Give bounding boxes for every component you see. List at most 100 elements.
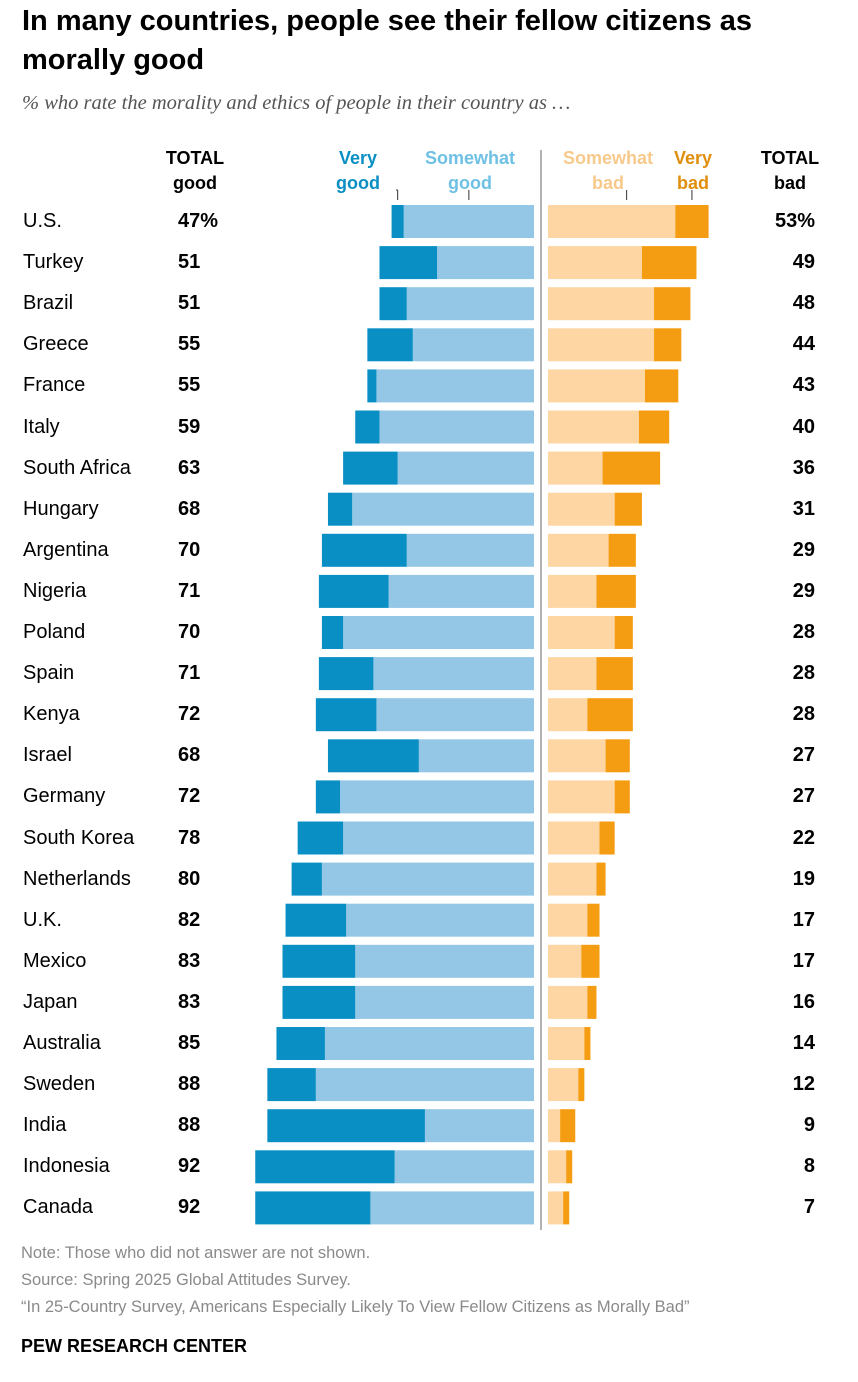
bar-very-bad — [614, 780, 630, 814]
bar-somewhat-good — [412, 328, 534, 362]
bar-very-bad — [614, 616, 633, 649]
country-label: Greece — [23, 333, 89, 356]
total-bad-value: 49 — [792, 251, 815, 274]
country-label: U.S. — [23, 210, 62, 232]
bar-somewhat-bad — [548, 574, 597, 608]
bar-very-good — [327, 739, 419, 773]
country-label: Germany — [23, 785, 106, 808]
bar-very-bad — [566, 1150, 573, 1184]
bar-very-good — [282, 944, 356, 978]
bar-very-bad — [578, 1068, 585, 1102]
bar-very-good — [282, 985, 356, 1019]
bar-very-bad — [587, 698, 633, 732]
bar-very-good — [391, 205, 404, 238]
bar-somewhat-good — [343, 821, 534, 855]
bar-very-good — [267, 1068, 316, 1102]
bar-somewhat-bad — [548, 328, 655, 362]
bar-very-bad — [563, 1191, 570, 1225]
bar-very-bad — [581, 944, 600, 978]
bar-somewhat-good — [418, 739, 534, 773]
total-good-value: 47% — [178, 210, 219, 232]
country-label: Spain — [23, 662, 75, 685]
total-good-value: 70 — [178, 621, 201, 643]
bar-somewhat-good — [355, 944, 534, 978]
total-bad-value: 16 — [792, 990, 815, 1013]
bar-somewhat-good — [437, 246, 534, 280]
bar-somewhat-good — [397, 451, 534, 485]
total-bad-value: 44 — [792, 333, 815, 356]
bar-somewhat-good — [370, 1191, 534, 1225]
total-bad-value: 36 — [792, 456, 815, 479]
total-good-value: 51 — [178, 251, 201, 274]
total-bad-value: 27 — [792, 744, 815, 767]
bar-very-good — [321, 616, 344, 649]
bar-somewhat-bad — [548, 780, 615, 814]
bar-very-good — [291, 862, 322, 896]
header-somewhat-good: Somewhat good — [424, 148, 516, 193]
diverging-bar-chart — [255, 150, 709, 1230]
chart-title: In many countries, people see their fell… — [22, 5, 753, 76]
brand-logo-text: PEW RESEARCH CENTER — [21, 1336, 248, 1356]
bar-very-bad — [587, 903, 600, 937]
bar-very-good — [321, 533, 407, 567]
total-good-value: 78 — [178, 826, 201, 849]
country-label: Brazil — [23, 292, 74, 315]
bar-very-bad — [605, 739, 630, 773]
total-bad-value: 12 — [792, 1073, 815, 1096]
bar-very-bad — [596, 862, 606, 896]
bar-very-bad — [602, 451, 661, 485]
bar-somewhat-good — [406, 533, 534, 567]
bar-very-bad — [675, 205, 709, 238]
bar-somewhat-good — [352, 492, 534, 526]
total-bad-value: 14 — [792, 1032, 815, 1054]
bar-somewhat-bad — [548, 451, 603, 485]
bar-somewhat-good — [340, 780, 534, 814]
total-good-value: 68 — [178, 497, 201, 520]
total-bad-value: 43 — [792, 374, 815, 397]
bar-somewhat-good — [403, 205, 534, 238]
total-good-value: 80 — [178, 867, 201, 890]
bar-very-good — [297, 821, 344, 855]
country-label: Hungary — [23, 497, 99, 520]
bar-very-good — [285, 903, 347, 937]
country-label: Italy — [23, 415, 60, 438]
total-good-value: 71 — [178, 579, 201, 602]
bar-somewhat-bad — [548, 698, 588, 732]
bar-very-good — [255, 1150, 395, 1184]
total-good-value: 55 — [178, 333, 201, 356]
bar-somewhat-bad — [548, 739, 606, 773]
bar-somewhat-good — [315, 1068, 534, 1102]
bar-very-bad — [599, 821, 615, 855]
header-total-good: TOTAL good — [165, 148, 225, 193]
total-good-value: 59 — [178, 415, 201, 438]
bar-somewhat-bad — [548, 1027, 585, 1060]
total-good-value: 63 — [178, 456, 201, 479]
bar-somewhat-good — [355, 985, 534, 1019]
country-label: South Africa — [23, 456, 131, 479]
bar-somewhat-bad — [548, 657, 597, 691]
country-label: Turkey — [23, 251, 84, 274]
bar-somewhat-bad — [548, 862, 597, 896]
total-bad-value: 29 — [792, 538, 815, 561]
bar-somewhat-bad — [548, 821, 600, 855]
total-good-value: 83 — [178, 949, 201, 972]
country-label: India — [23, 1114, 67, 1137]
total-bad-value: 19 — [792, 867, 815, 890]
total-good-value: 55 — [178, 374, 201, 397]
bar-somewhat-bad — [548, 287, 655, 321]
bar-very-bad — [596, 574, 636, 608]
bar-somewhat-good — [406, 287, 534, 321]
total-good-value: 88 — [178, 1073, 201, 1096]
chart-subtitle: % who rate the morality and ethics of pe… — [22, 92, 571, 114]
total-bad-value: 48 — [792, 292, 815, 315]
bar-very-good — [379, 287, 407, 321]
bar-very-good — [327, 492, 353, 526]
bar-somewhat-bad — [548, 1109, 561, 1143]
header-very-bad: Very bad — [673, 148, 713, 193]
bar-very-bad — [584, 1027, 591, 1060]
bar-very-good — [379, 246, 438, 280]
bar-very-bad — [641, 246, 697, 280]
total-bad-value: 27 — [792, 785, 815, 808]
bar-somewhat-good — [324, 1027, 534, 1060]
total-bad-value: 28 — [792, 662, 815, 685]
